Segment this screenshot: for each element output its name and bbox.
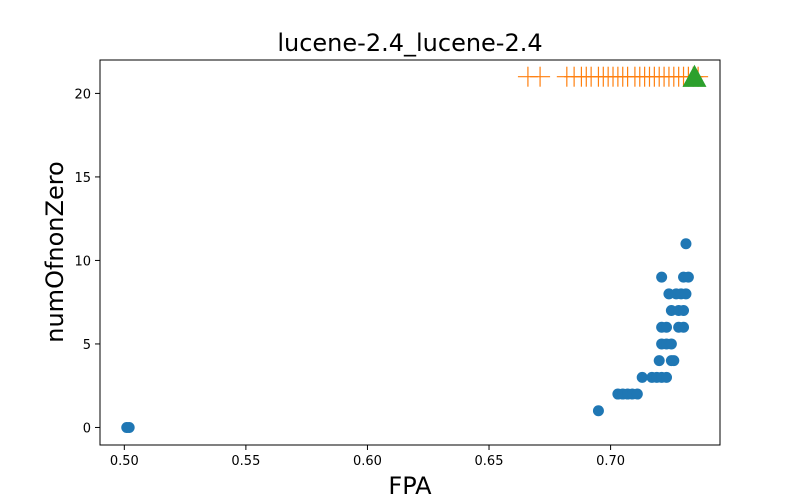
scatter-point bbox=[661, 371, 673, 383]
y-tick-label: 15 bbox=[74, 171, 91, 186]
scatter-point bbox=[680, 238, 692, 250]
scatter-point bbox=[661, 321, 673, 333]
y-tick-label: 10 bbox=[74, 254, 91, 269]
scatter-point bbox=[678, 321, 690, 333]
plus-marker bbox=[530, 66, 551, 87]
scatter-point bbox=[123, 421, 135, 433]
x-tick-label: 0.70 bbox=[596, 454, 625, 469]
chart-title: lucene-2.4_lucene-2.4 bbox=[277, 29, 542, 57]
scatter-point bbox=[636, 371, 648, 383]
scatter-point bbox=[631, 388, 643, 400]
x-axis-ticks: 0.50 0.55 0.60 0.65 0.70 bbox=[110, 445, 625, 469]
scatter-point bbox=[653, 355, 665, 367]
scatter-point bbox=[678, 305, 690, 317]
data-points bbox=[121, 64, 709, 433]
x-axis-label: FPA bbox=[388, 472, 432, 500]
y-tick-label: 20 bbox=[74, 87, 91, 102]
y-axis-ticks: 0 5 10 15 20 bbox=[74, 87, 100, 436]
scatter-point bbox=[680, 288, 692, 300]
scatter-point bbox=[682, 271, 694, 283]
scatter-point bbox=[665, 338, 677, 350]
x-tick-label: 0.60 bbox=[353, 454, 382, 469]
x-tick-label: 0.50 bbox=[110, 454, 139, 469]
y-tick-label: 0 bbox=[83, 421, 91, 436]
plot-frame bbox=[99, 59, 721, 446]
x-tick-label: 0.55 bbox=[231, 454, 260, 469]
triangle-marker bbox=[682, 64, 707, 87]
scatter-point bbox=[592, 405, 604, 417]
y-axis-label: numOfnonZero bbox=[41, 161, 69, 342]
scatter-point bbox=[668, 355, 680, 367]
plot-area bbox=[100, 60, 720, 445]
x-tick-label: 0.65 bbox=[475, 454, 504, 469]
scatter-point bbox=[656, 271, 668, 283]
y-tick-label: 5 bbox=[83, 338, 91, 353]
